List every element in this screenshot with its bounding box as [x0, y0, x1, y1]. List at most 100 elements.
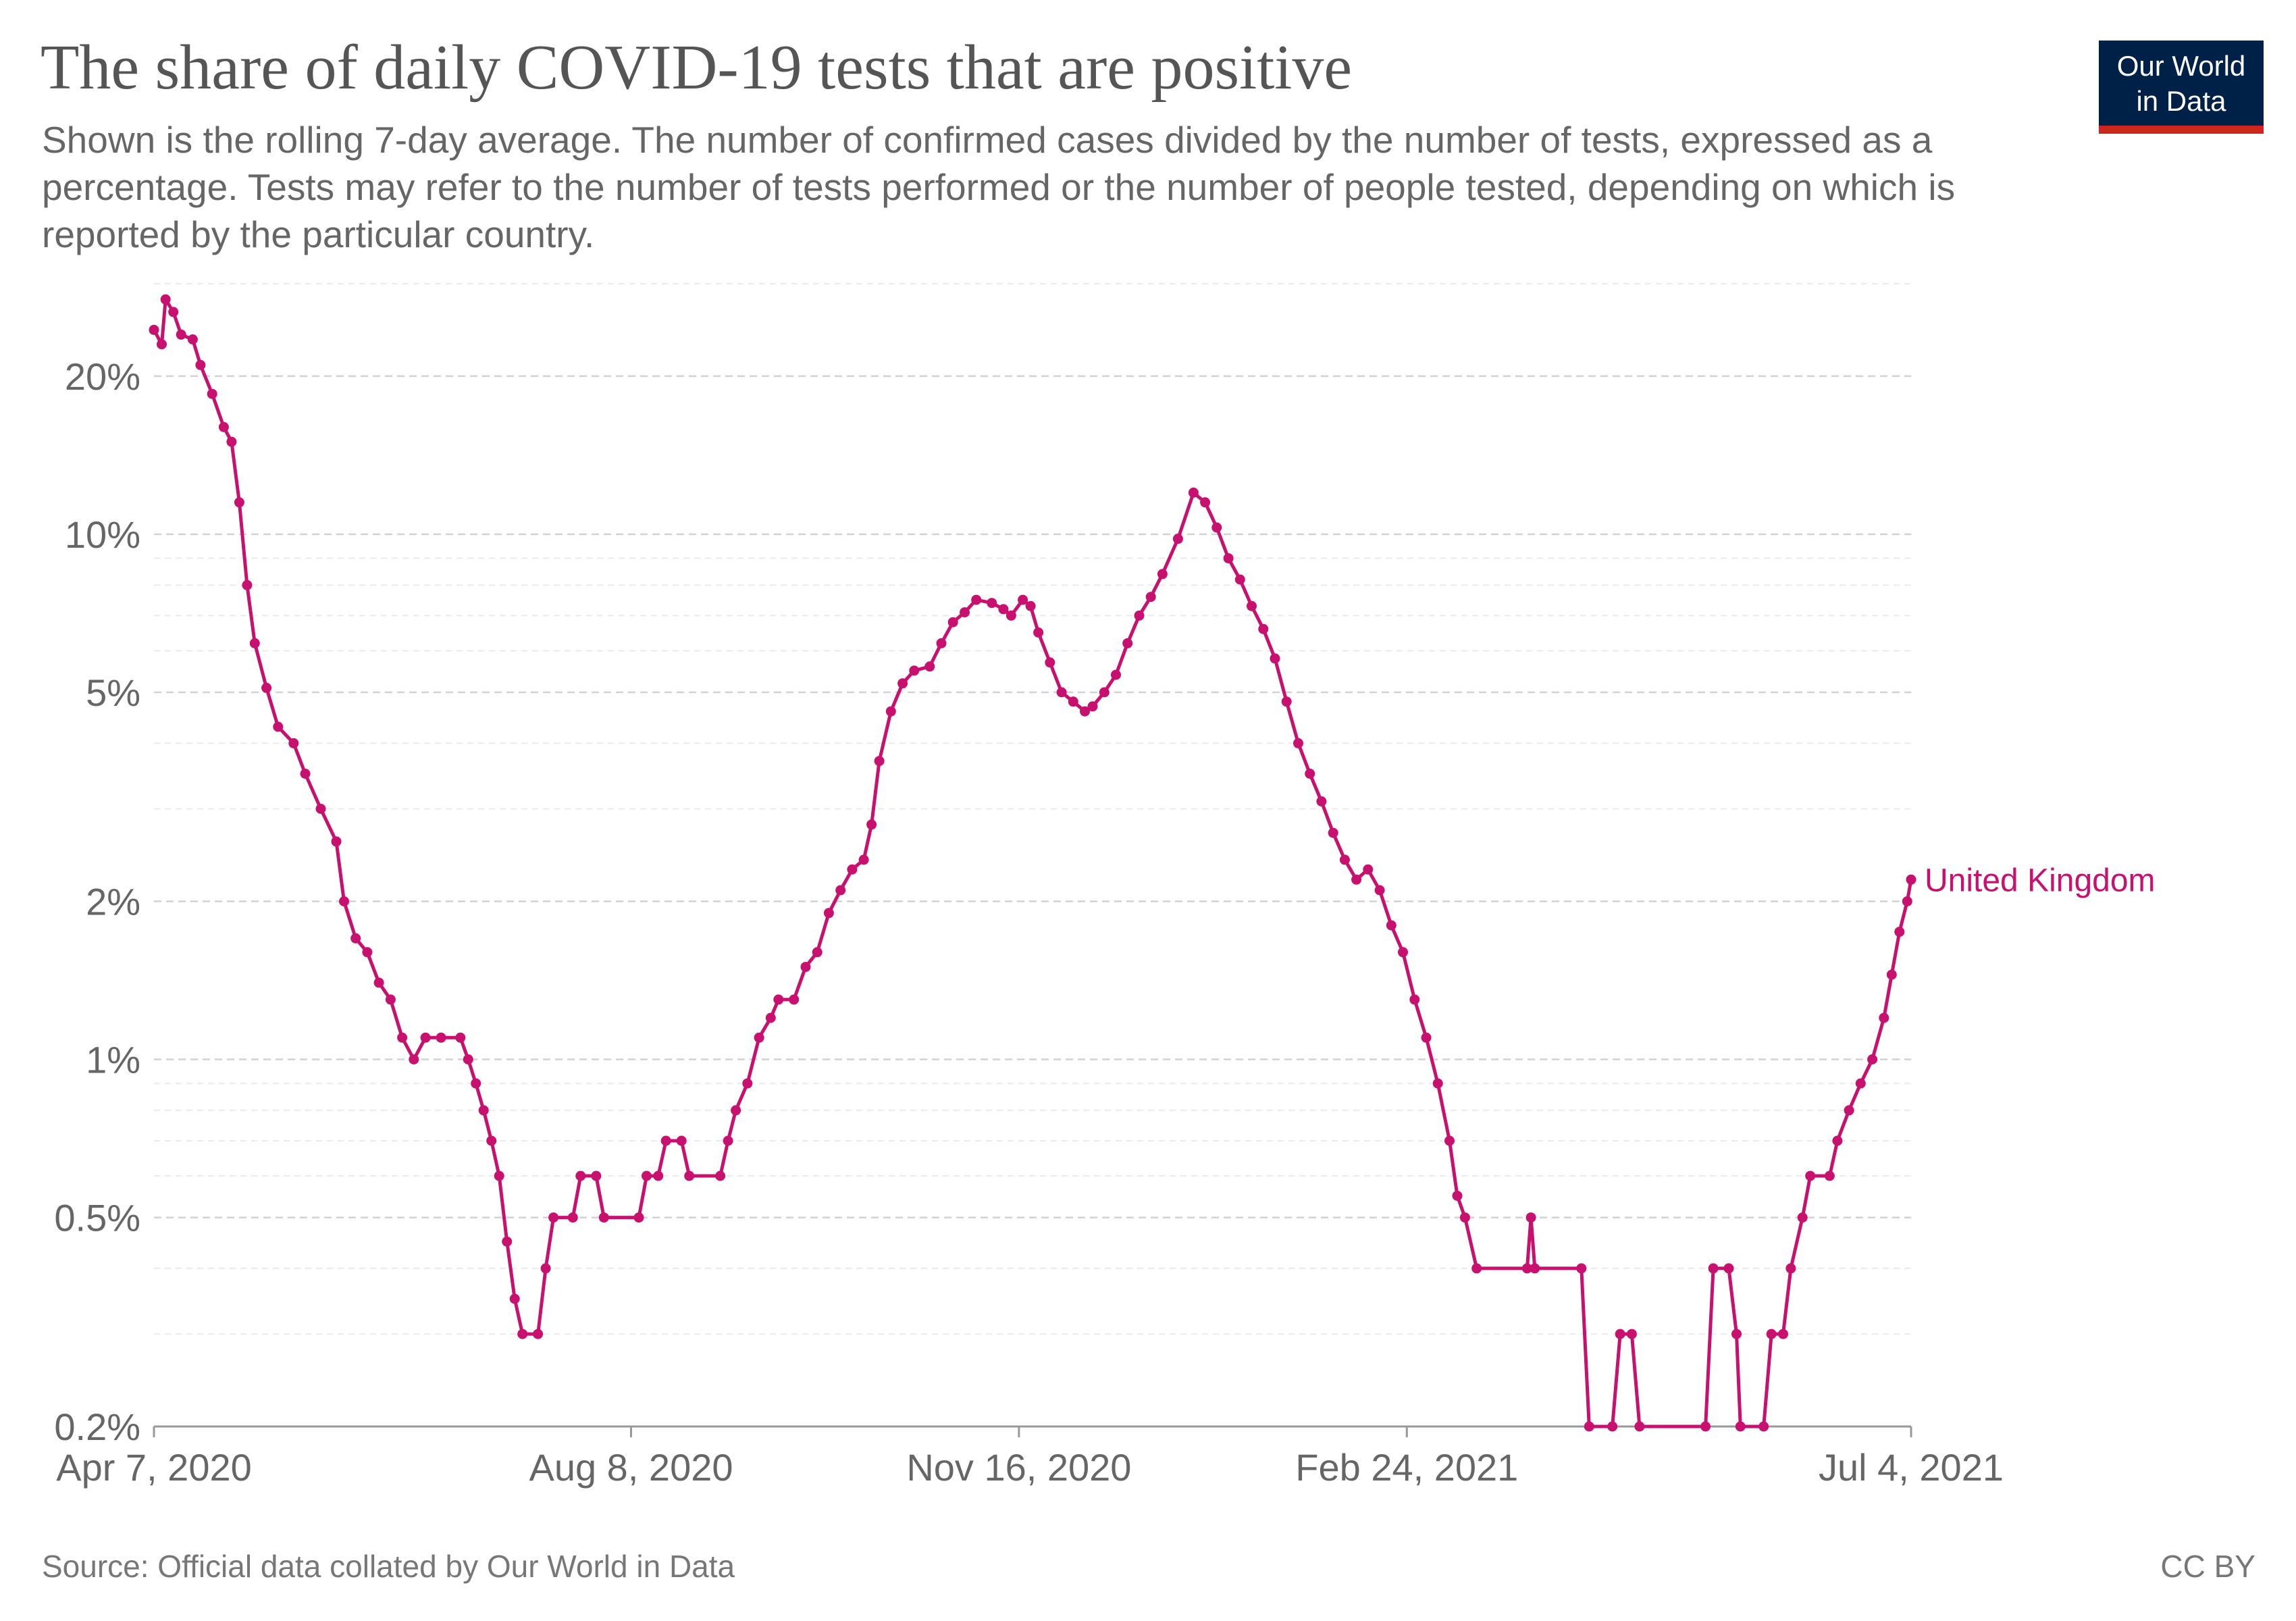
data-point[interactable]	[168, 307, 179, 317]
data-point[interactable]	[575, 1170, 586, 1181]
data-point[interactable]	[653, 1170, 664, 1181]
data-point[interactable]	[847, 864, 858, 875]
data-point[interactable]	[273, 721, 284, 732]
data-point[interactable]	[1316, 796, 1327, 806]
data-point[interactable]	[218, 421, 229, 432]
data-point[interactable]	[1087, 701, 1098, 712]
data-point[interactable]	[509, 1293, 520, 1304]
data-point[interactable]	[1805, 1170, 1816, 1181]
data-point[interactable]	[1797, 1212, 1808, 1223]
data-point[interactable]	[1421, 1032, 1432, 1043]
data-point[interactable]	[242, 580, 253, 590]
data-point[interactable]	[812, 947, 823, 958]
data-point[interactable]	[1111, 669, 1121, 680]
data-point[interactable]	[1386, 920, 1397, 931]
data-point[interactable]	[676, 1135, 687, 1146]
data-point[interactable]	[1521, 1263, 1532, 1274]
data-point[interactable]	[1056, 687, 1067, 698]
data-point[interactable]	[789, 994, 800, 1005]
data-point[interactable]	[195, 359, 206, 370]
data-point[interactable]	[373, 977, 384, 988]
data-point[interactable]	[1234, 574, 1245, 585]
data-point[interactable]	[1351, 874, 1362, 885]
data-point[interactable]	[971, 594, 982, 605]
data-point[interactable]	[1906, 874, 1916, 885]
data-point[interactable]	[157, 339, 167, 350]
series-label-united-kingdom[interactable]: United Kingdom	[1925, 863, 2156, 898]
data-point[interactable]	[723, 1135, 733, 1146]
data-point[interactable]	[1626, 1329, 1637, 1339]
data-point[interactable]	[633, 1212, 644, 1223]
data-point[interactable]	[502, 1236, 513, 1247]
data-point[interactable]	[1723, 1263, 1734, 1274]
data-point[interactable]	[684, 1170, 695, 1181]
data-point[interactable]	[160, 294, 171, 305]
data-point[interactable]	[1634, 1421, 1645, 1432]
data-point[interactable]	[1033, 627, 1044, 638]
data-point[interactable]	[567, 1212, 578, 1223]
data-point[interactable]	[874, 756, 885, 767]
data-point[interactable]	[1145, 592, 1156, 602]
data-point[interactable]	[1409, 994, 1420, 1005]
data-point[interactable]	[1025, 600, 1036, 611]
data-point[interactable]	[1530, 1263, 1540, 1274]
data-point[interactable]	[300, 769, 311, 779]
data-point[interactable]	[987, 598, 997, 609]
data-point[interactable]	[1452, 1190, 1463, 1201]
data-point[interactable]	[420, 1032, 431, 1043]
data-point[interactable]	[478, 1105, 489, 1116]
data-point[interactable]	[1305, 769, 1315, 779]
data-point[interactable]	[1398, 947, 1408, 958]
data-point[interactable]	[226, 436, 237, 447]
data-point[interactable]	[1157, 569, 1168, 580]
data-point[interactable]	[1281, 696, 1292, 707]
data-point[interactable]	[540, 1263, 551, 1274]
data-point[interactable]	[436, 1032, 446, 1043]
data-point[interactable]	[471, 1078, 481, 1089]
data-point[interactable]	[754, 1032, 764, 1043]
owid-logo[interactable]: Our World in Data	[2099, 41, 2264, 134]
data-point[interactable]	[800, 962, 811, 973]
data-point[interactable]	[866, 819, 877, 830]
data-point[interactable]	[1172, 534, 1183, 544]
data-point[interactable]	[533, 1329, 544, 1339]
data-point[interactable]	[1824, 1170, 1835, 1181]
data-point[interactable]	[1247, 600, 1257, 611]
data-point[interactable]	[187, 334, 198, 344]
data-point[interactable]	[858, 854, 869, 865]
data-point[interactable]	[397, 1032, 408, 1043]
data-point[interactable]	[1886, 969, 1897, 980]
data-point[interactable]	[149, 324, 159, 335]
data-point[interactable]	[1200, 497, 1211, 508]
data-point[interactable]	[715, 1170, 726, 1181]
data-point[interactable]	[1122, 638, 1133, 648]
data-point[interactable]	[960, 607, 970, 618]
data-point[interactable]	[1766, 1329, 1777, 1339]
data-point[interactable]	[765, 1012, 776, 1023]
license-link[interactable]: CC BY	[2160, 1549, 2255, 1584]
data-point[interactable]	[936, 638, 947, 648]
data-point[interactable]	[1099, 687, 1110, 698]
data-point[interactable]	[1223, 553, 1234, 564]
data-point[interactable]	[385, 994, 396, 1005]
data-point[interactable]	[660, 1135, 671, 1146]
data-point[interactable]	[463, 1054, 473, 1064]
data-point[interactable]	[742, 1078, 753, 1089]
data-point[interactable]	[1068, 696, 1078, 707]
data-point[interactable]	[315, 804, 326, 814]
data-point[interactable]	[909, 665, 920, 676]
data-point[interactable]	[455, 1032, 466, 1043]
data-point[interactable]	[1867, 1054, 1878, 1064]
data-point[interactable]	[823, 908, 834, 919]
data-point[interactable]	[1855, 1078, 1866, 1089]
data-point[interactable]	[1006, 610, 1016, 621]
data-point[interactable]	[1525, 1212, 1536, 1223]
data-point[interactable]	[1134, 610, 1145, 621]
data-point[interactable]	[1328, 827, 1338, 838]
data-point[interactable]	[494, 1170, 504, 1181]
data-point[interactable]	[1471, 1263, 1482, 1274]
data-point[interactable]	[1584, 1421, 1594, 1432]
data-point[interactable]	[234, 497, 244, 508]
data-point[interactable]	[1615, 1329, 1625, 1339]
data-point[interactable]	[947, 617, 958, 627]
